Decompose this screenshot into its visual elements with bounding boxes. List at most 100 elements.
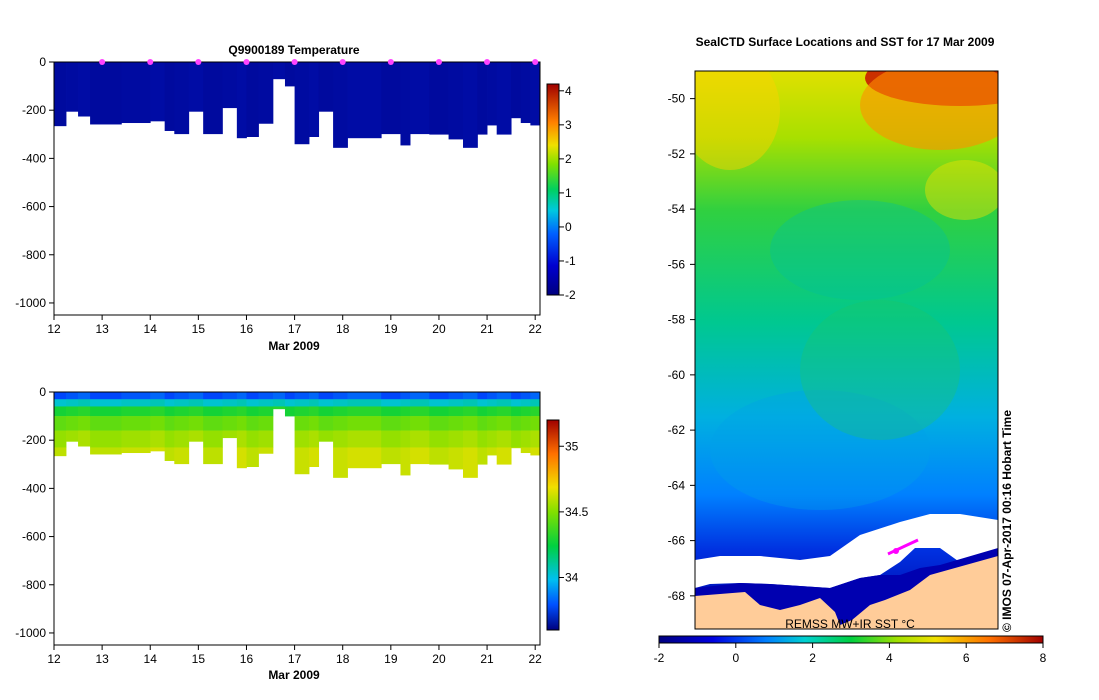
profile-cell (54, 392, 67, 400)
x-tick-label: 19 (384, 652, 398, 666)
profile-cell (309, 406, 320, 417)
profile-cell (448, 430, 464, 448)
salinity-panel: 0 -200 -400 -600 -800 -1000 12 13 14 15 16 17 18 19 2… (15, 385, 588, 682)
profile-cell (54, 416, 67, 431)
profile-cell (463, 430, 478, 448)
profile-cell (347, 392, 382, 400)
profile-cell (333, 406, 348, 417)
profile-cell (258, 392, 274, 400)
profile-cell (236, 416, 247, 431)
sst-colorbar (658, 635, 1044, 644)
profile-cell (333, 399, 348, 407)
profile-cell (246, 430, 259, 448)
profile-cell (121, 406, 151, 417)
temperature-xlabel: Mar 2009 (268, 339, 320, 353)
profile-cell (246, 416, 259, 431)
temperature-panel: Q9900189 Temperature 0 -200 -400 -600 -800 -1… (15, 43, 576, 353)
profile-cell (477, 392, 488, 400)
profile-cell (222, 392, 238, 400)
profile-cell (477, 430, 488, 448)
profile-cell (258, 406, 274, 417)
profile-cell (410, 430, 430, 448)
temperature-x-axis: 12 13 14 15 16 17 18 19 20 21 22 (47, 315, 542, 336)
profile-cell (222, 430, 238, 439)
colorbar-tick-label: 1 (565, 186, 572, 200)
profile-cell (164, 62, 175, 131)
profile-cell (188, 406, 204, 417)
profile-cell (333, 392, 348, 400)
profile-cell (333, 416, 348, 431)
profile-cell (429, 430, 449, 448)
salinity-axes-frame (53, 391, 541, 646)
profile-cell (520, 416, 531, 431)
profile-cell (400, 392, 411, 400)
profile-cell (477, 447, 488, 465)
colorbar-tick-label: 4 (565, 84, 572, 98)
colorbar-tick-label: 0 (565, 220, 572, 234)
profile-cell (511, 416, 522, 431)
sst-tick-label: 8 (1040, 651, 1047, 665)
profile-cell (477, 399, 488, 407)
profile-cell (511, 406, 522, 417)
profile-cell (236, 392, 247, 400)
y-tick-label: -400 (22, 481, 46, 495)
salinity-colorbar (546, 419, 560, 631)
cold-band-blue (710, 390, 930, 510)
profile-cell (381, 447, 401, 465)
sea-ice (695, 514, 998, 588)
profile-cell (222, 62, 238, 109)
profile-cell (78, 430, 91, 447)
temperature-colorbar (546, 83, 560, 296)
profile-cell (463, 392, 478, 400)
profile-cell (164, 399, 175, 407)
profile-cell (318, 392, 334, 400)
x-tick-label: 15 (192, 652, 206, 666)
profile-marker (387, 59, 394, 65)
profile-cell (333, 430, 348, 448)
profile-cell (236, 430, 247, 448)
profile-cell (463, 447, 478, 478)
profile-cell (381, 62, 401, 135)
profile-cell (429, 399, 449, 407)
profile-cell (150, 406, 166, 417)
profile-cell (448, 392, 464, 400)
x-tick-label: 15 (192, 322, 206, 336)
sst-map-panel: SealCTD Surface Locations and SST for 17… (654, 35, 1047, 665)
warm-water-orange (860, 71, 998, 150)
colorbar-tick-label: -1 (565, 254, 576, 268)
profile-cell (284, 392, 295, 400)
profile-cell (78, 406, 91, 417)
profile-cell (448, 447, 464, 470)
profile-cell (520, 62, 531, 124)
profile-cell (496, 447, 512, 465)
profile-cell (429, 416, 449, 431)
profile-cell (121, 62, 151, 124)
profile-cell (66, 62, 79, 112)
profile-marker (147, 59, 154, 65)
profile-cell (150, 447, 166, 452)
profile-cell (400, 399, 411, 407)
y-tick-label: -800 (22, 248, 46, 262)
profile-cell (54, 399, 67, 407)
profile-cell (258, 430, 274, 448)
profile-cell (309, 430, 320, 448)
profile-cell (318, 399, 334, 407)
profile-cell (463, 406, 478, 417)
profile-cell (347, 416, 382, 431)
profile-cell (511, 447, 522, 449)
sst-tick-label: 4 (886, 651, 893, 665)
profile-cell (520, 430, 531, 448)
profile-cell (530, 430, 540, 448)
profile-cell (309, 399, 320, 407)
sst-map-area: REMSS MW+IR SST °C (695, 71, 998, 629)
profile-cell (381, 392, 401, 400)
profile-cell (164, 430, 175, 448)
profile-cell (236, 399, 247, 407)
profile-cell (381, 416, 401, 431)
profile-cell (203, 399, 223, 407)
x-tick-label: 18 (336, 322, 350, 336)
profile-cell (90, 416, 122, 431)
profile-cell (496, 406, 512, 417)
profile-cell (410, 447, 430, 465)
